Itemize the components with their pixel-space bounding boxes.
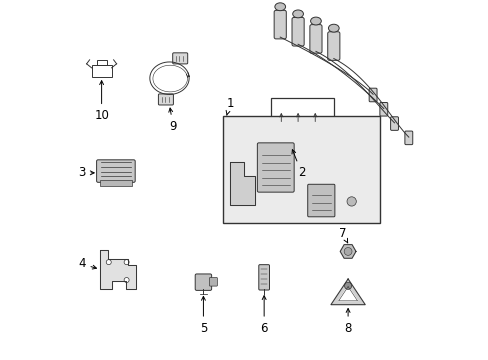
FancyBboxPatch shape xyxy=(257,143,294,192)
Circle shape xyxy=(124,278,129,283)
FancyBboxPatch shape xyxy=(209,278,217,286)
Polygon shape xyxy=(100,249,135,289)
Bar xyxy=(271,98,333,146)
Text: 10: 10 xyxy=(94,81,109,122)
FancyBboxPatch shape xyxy=(327,32,339,60)
Text: 8: 8 xyxy=(344,309,351,335)
FancyBboxPatch shape xyxy=(404,131,412,145)
Text: 7: 7 xyxy=(338,227,347,243)
Bar xyxy=(97,60,106,65)
FancyBboxPatch shape xyxy=(291,18,304,46)
Text: 1: 1 xyxy=(225,97,233,115)
Ellipse shape xyxy=(310,17,321,25)
FancyBboxPatch shape xyxy=(172,53,187,64)
FancyBboxPatch shape xyxy=(307,184,334,217)
Text: 3: 3 xyxy=(78,166,94,179)
Polygon shape xyxy=(338,287,357,301)
Circle shape xyxy=(344,248,351,255)
FancyBboxPatch shape xyxy=(309,24,322,53)
Polygon shape xyxy=(340,245,355,258)
FancyBboxPatch shape xyxy=(258,265,269,290)
Polygon shape xyxy=(230,162,255,205)
Ellipse shape xyxy=(292,10,303,18)
Bar xyxy=(91,65,111,77)
Text: 5: 5 xyxy=(199,296,207,335)
FancyBboxPatch shape xyxy=(274,10,285,39)
Text: 4: 4 xyxy=(78,257,96,270)
FancyBboxPatch shape xyxy=(368,88,376,102)
Ellipse shape xyxy=(274,3,285,11)
FancyBboxPatch shape xyxy=(97,160,135,182)
FancyBboxPatch shape xyxy=(158,94,173,105)
Circle shape xyxy=(124,260,129,265)
Ellipse shape xyxy=(328,24,339,32)
Circle shape xyxy=(344,282,351,289)
Bar xyxy=(223,116,380,223)
FancyBboxPatch shape xyxy=(379,103,387,116)
Bar xyxy=(100,180,132,186)
Text: 6: 6 xyxy=(260,296,267,335)
FancyBboxPatch shape xyxy=(390,117,398,130)
Text: 9: 9 xyxy=(168,108,177,133)
Circle shape xyxy=(346,197,356,206)
Text: 2: 2 xyxy=(291,150,305,179)
Polygon shape xyxy=(330,279,365,305)
FancyBboxPatch shape xyxy=(195,274,211,291)
Circle shape xyxy=(106,260,111,265)
